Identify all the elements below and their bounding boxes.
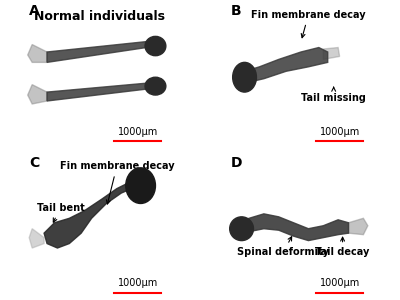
- Text: 1000μm: 1000μm: [320, 278, 360, 288]
- Ellipse shape: [230, 217, 254, 241]
- Ellipse shape: [145, 77, 166, 95]
- Text: D: D: [231, 156, 243, 170]
- Text: Tail missing: Tail missing: [301, 87, 366, 103]
- Polygon shape: [239, 214, 348, 241]
- Ellipse shape: [233, 62, 256, 92]
- Text: A: A: [29, 4, 40, 19]
- Polygon shape: [28, 85, 47, 104]
- Text: Spinal deformity: Spinal deformity: [237, 237, 329, 257]
- Polygon shape: [323, 47, 340, 59]
- Polygon shape: [244, 47, 328, 83]
- Text: 1000μm: 1000μm: [118, 278, 158, 288]
- Polygon shape: [29, 229, 44, 248]
- Text: Tail decay: Tail decay: [315, 237, 370, 257]
- Polygon shape: [47, 83, 166, 101]
- Text: Tail bent: Tail bent: [37, 203, 84, 222]
- Text: B: B: [231, 4, 242, 19]
- Polygon shape: [47, 42, 166, 62]
- Polygon shape: [28, 45, 47, 62]
- Text: 1000μm: 1000μm: [118, 127, 158, 136]
- Text: Fin membrane decay: Fin membrane decay: [60, 161, 174, 204]
- Text: Fin membrane decay: Fin membrane decay: [251, 10, 366, 38]
- Polygon shape: [348, 218, 368, 235]
- Text: 1000μm: 1000μm: [320, 127, 360, 136]
- Polygon shape: [44, 181, 132, 248]
- Ellipse shape: [126, 168, 156, 203]
- Text: C: C: [29, 156, 40, 170]
- Text: Normal individuals: Normal individuals: [34, 11, 164, 23]
- Ellipse shape: [145, 36, 166, 56]
